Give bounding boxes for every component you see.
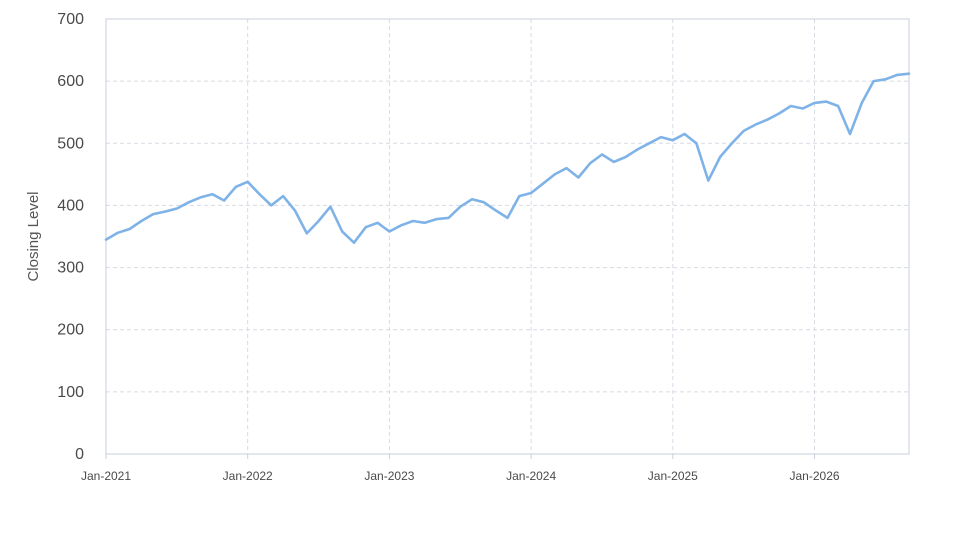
y-tick-label: 600 [57,73,84,90]
y-tick-label: 0 [75,446,84,463]
y-tick-label: 100 [57,384,84,401]
grid [106,18,909,454]
plot-frame [105,18,910,455]
y-tick-label: 400 [57,197,84,214]
y-axis-ticks: 0 100 200 300 400 500 600 700 [57,11,84,463]
x-tick-label: Jan-2021 [81,469,131,483]
x-axis-ticks: Jan-2021 Jan-2022 Jan-2023 Jan-2024 Jan-2025… [81,454,840,483]
x-tick-label: Jan-2026 [790,469,840,483]
y-tick-label: 300 [57,260,84,277]
y-tick-label: 700 [57,11,84,28]
x-tick-label: Jan-2024 [506,469,556,483]
y-tick-label: 500 [57,135,84,152]
x-tick-label: Jan-2023 [364,469,414,483]
x-tick-label: Jan-2022 [223,469,273,483]
y-axis-title: Closing Level [25,191,42,281]
x-tick-label: Jan-2025 [648,469,698,483]
series-line [104,72,911,244]
y-tick-label: 200 [57,322,84,339]
